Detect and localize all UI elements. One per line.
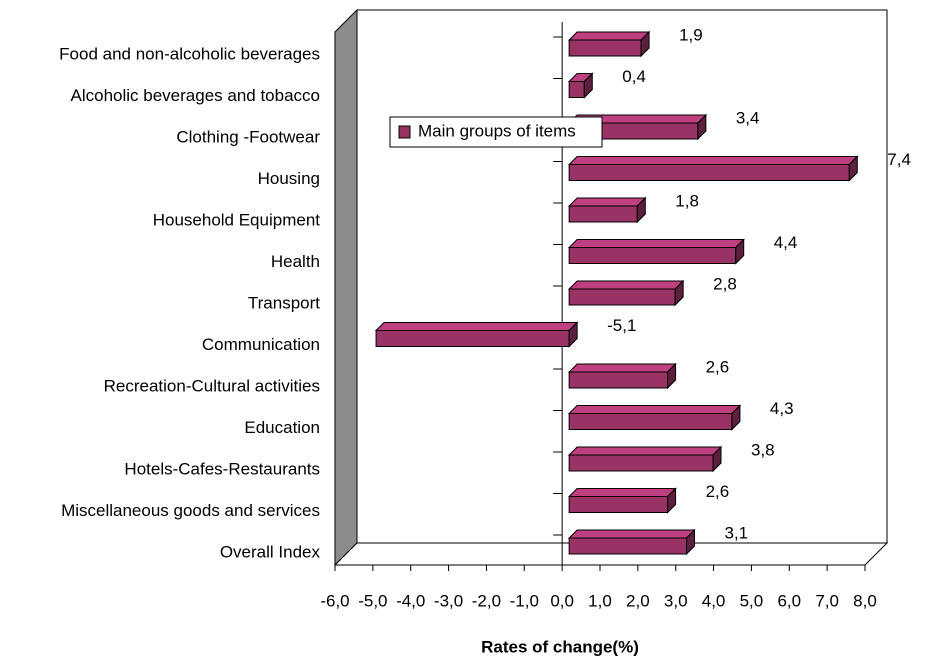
bar-top (567, 280, 685, 290)
y-tick-label: Hotels-Cafes-Restaurants (124, 459, 320, 478)
bar (568, 288, 676, 306)
value-label: 3,1 (725, 523, 749, 542)
value-label: 4,4 (774, 233, 798, 252)
bar (568, 454, 714, 472)
y-tick-label: Communication (202, 335, 320, 354)
y-tick-label: Education (244, 418, 320, 437)
bar-side (583, 72, 593, 99)
legend: Main groups of items (389, 116, 603, 148)
value-label: 0,4 (622, 67, 646, 86)
bar-top (567, 446, 723, 456)
bar-side (667, 362, 677, 390)
bar-side (667, 487, 677, 514)
bar-top (567, 31, 651, 41)
bar-side (636, 196, 646, 224)
bar (568, 496, 669, 513)
y-tick-label: Clothing -Footwear (176, 127, 320, 146)
bar-side (712, 445, 722, 473)
x-tick-label: 5,0 (740, 591, 764, 610)
x-tick-label: -3,0 (434, 591, 463, 610)
bar-side (686, 528, 695, 556)
x-tick-label: 2,0 (626, 591, 650, 610)
x-tick-label: -1,0 (510, 591, 539, 610)
value-label: 4,3 (770, 399, 794, 418)
x-tick-label: -5,0 (358, 591, 387, 610)
value-label: 7,4 (887, 150, 911, 169)
bar-top (567, 488, 677, 497)
y-tick-label: Household Equipment (153, 210, 321, 229)
legend-label: Main groups of items (418, 121, 576, 140)
bar-side (697, 113, 707, 141)
value-label: 2,6 (706, 357, 730, 376)
y-tick-label: Transport (248, 293, 320, 312)
y-tick-label: Miscellaneous goods and services (61, 501, 320, 520)
bar-side (640, 30, 650, 58)
bar-side (735, 238, 745, 265)
value-label: 2,6 (706, 482, 730, 501)
x-tick-label: 7,0 (815, 591, 839, 610)
bar-top (567, 156, 859, 165)
bar (568, 537, 688, 555)
bar-side (848, 155, 858, 182)
bar-top (567, 529, 696, 539)
bar-side (731, 404, 741, 431)
bar (568, 164, 850, 181)
bar (568, 39, 642, 57)
x-tick-label: -2,0 (472, 591, 501, 610)
value-label: 3,8 (751, 440, 775, 459)
x-tick-label: -4,0 (396, 591, 425, 610)
value-label: 1,8 (675, 191, 699, 210)
x-tick-label: 3,0 (664, 591, 688, 610)
bar-top (567, 405, 742, 414)
bar-side (568, 321, 578, 348)
y-tick-label: Health (271, 252, 320, 271)
value-label: 1,9 (679, 25, 703, 44)
x-tick-label: 8,0 (853, 591, 877, 610)
value-label: 3,4 (736, 108, 760, 127)
legend-swatch (398, 125, 411, 139)
bar (375, 330, 570, 347)
bar (568, 413, 733, 430)
bar-top (567, 363, 677, 373)
x-tick-label: 4,0 (702, 591, 726, 610)
x-tick-label: 1,0 (588, 591, 612, 610)
y-tick-label: Alcoholic beverages and tobacco (71, 86, 321, 105)
bar-top (567, 239, 745, 248)
x-tick-label: -6,0 (320, 591, 349, 610)
legend-box (389, 116, 603, 148)
y-tick-label: Food and non-alcoholic beverages (59, 44, 320, 63)
bar (568, 371, 669, 389)
bar (568, 81, 585, 98)
x-axis-title: Rates of change(%) (481, 637, 639, 656)
x-tick-label: 6,0 (777, 591, 801, 610)
x-tick-label: 0,0 (550, 591, 574, 610)
y-tick-label: Housing (258, 169, 320, 188)
y-tick-label: Recreation-Cultural activities (104, 376, 320, 395)
y-tick-label: Overall Index (220, 542, 321, 561)
side-wall (334, 8, 358, 567)
value-label: -5,1 (607, 316, 636, 335)
value-label: 2,8 (713, 274, 737, 293)
bar-top (374, 322, 579, 331)
bar (568, 247, 737, 264)
bar-side (674, 279, 684, 307)
bar-top (567, 197, 647, 207)
bar (568, 205, 638, 223)
